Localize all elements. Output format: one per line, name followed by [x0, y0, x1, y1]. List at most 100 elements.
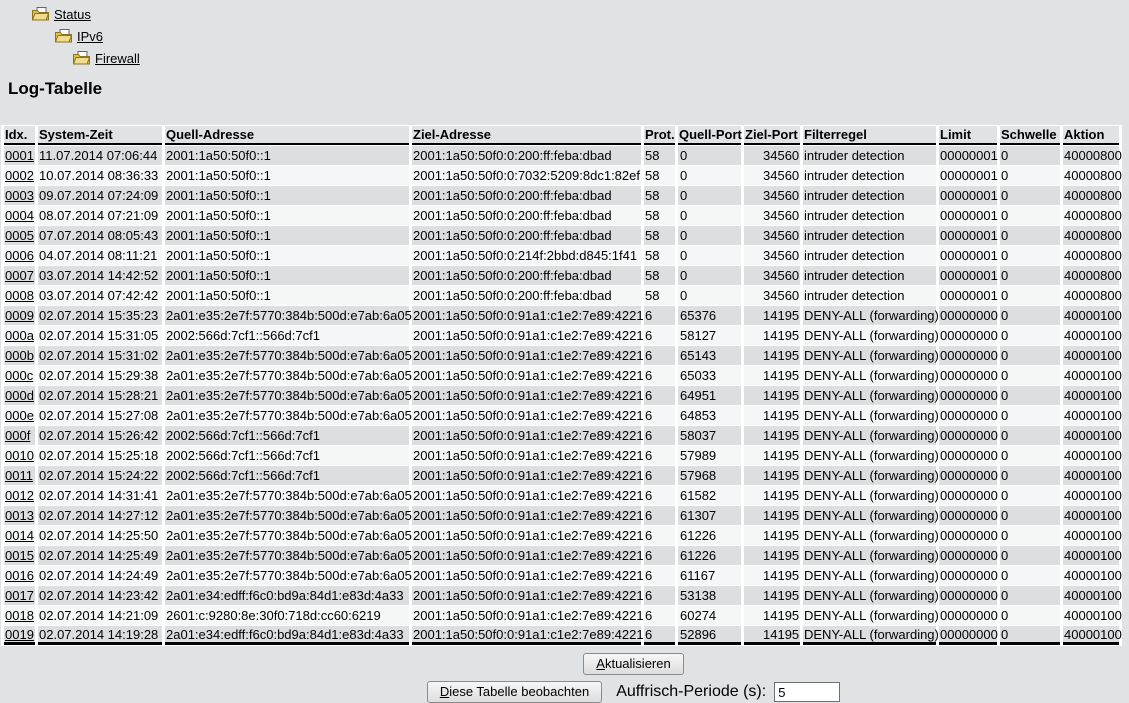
refresh-button[interactable]: Aktualisieren [583, 653, 684, 675]
cell-ziel-adresse: 2001:1a50:50f0:0:200:ff:feba:dbad [412, 186, 641, 205]
row-index-link[interactable]: 000f [5, 428, 31, 443]
cell-prot: 58 [644, 206, 675, 225]
row-index-link[interactable]: 0017 [5, 588, 34, 603]
cell-system-zeit: 02.07.2014 14:19:28 [38, 626, 162, 645]
row-index-link[interactable]: 0018 [5, 608, 34, 623]
cell-prot: 58 [644, 146, 675, 165]
tree-link-firewall[interactable]: Firewall [95, 50, 140, 66]
cell-filterregel: intruder detection [803, 286, 936, 305]
row-index-link[interactable]: 0003 [5, 188, 34, 203]
tree-link-status[interactable]: Status [54, 6, 91, 22]
cell-ziel-port: 14195 [744, 466, 800, 485]
cell-ziel-adresse: 2001:1a50:50f0:0:91a1:c1e2:7e89:4221 [412, 386, 644, 405]
cell-limit: 00000000 [939, 626, 998, 645]
cell-ziel-adresse: 2001:1a50:50f0:0:91a1:c1e2:7e89:4221 [412, 326, 644, 345]
cell-limit: 00000000 [939, 326, 998, 345]
cell-quell-port: 53138 [678, 586, 741, 605]
cell-limit: 00000001 [939, 246, 998, 265]
row-index-link[interactable]: 0009 [5, 308, 34, 323]
cell-ziel-adresse: 2001:1a50:50f0:0:91a1:c1e2:7e89:4221 [412, 446, 644, 465]
cell-ziel-port: 34560 [744, 266, 800, 285]
cell-aktion: 40000100 [1063, 566, 1122, 585]
cell-filterregel: DENY-ALL (forwarding) [803, 426, 939, 445]
cell-idx: 000d [4, 386, 35, 405]
cell-aktion: 40000100 [1063, 406, 1122, 425]
cell-idx: 0003 [4, 186, 35, 205]
cell-quell-port: 58127 [678, 326, 741, 345]
cell-system-zeit: 02.07.2014 14:25:49 [38, 546, 162, 565]
tree-item-status[interactable]: Status [0, 3, 1129, 25]
cell-filterregel: intruder detection [803, 266, 936, 285]
row-index-link[interactable]: 0016 [5, 568, 34, 583]
refresh-row: Aktualisieren [138, 653, 1129, 675]
cell-idx: 0002 [4, 166, 35, 185]
tree-item-firewall[interactable]: Firewall [0, 47, 1129, 69]
cell-quell-port: 60274 [678, 606, 741, 625]
row-index-link[interactable]: 0013 [5, 508, 34, 523]
tree-item-ipv6[interactable]: IPv6 [0, 25, 1129, 47]
row-index-link[interactable]: 0004 [5, 208, 34, 223]
cell-limit: 00000000 [939, 546, 998, 565]
cell-quell-port: 0 [678, 186, 741, 205]
cell-ziel-port: 14195 [744, 606, 800, 625]
cell-ziel-adresse: 2001:1a50:50f0:0:91a1:c1e2:7e89:4221 [412, 306, 644, 325]
row-index-link[interactable]: 0015 [5, 548, 34, 563]
row-index-link[interactable]: 000e [5, 408, 34, 423]
cell-idx: 0009 [4, 306, 35, 325]
cell-ziel-port: 34560 [744, 146, 800, 165]
cell-quell-adresse: 2002:566d:7cf1::566d:7cf1 [165, 426, 409, 445]
table-row: 0004 08.07.2014 07:21:09 2001:1a50:50f0::1… [4, 206, 1122, 225]
cell-quell-port: 65033 [678, 366, 741, 385]
row-index-link[interactable]: 0019 [5, 626, 34, 642]
cell-idx: 000c [4, 366, 35, 385]
cell-ziel-adresse: 2001:1a50:50f0:0:91a1:c1e2:7e89:4221 [412, 606, 644, 625]
cell-prot: 6 [644, 426, 675, 445]
cell-ziel-adresse: 2001:1a50:50f0:0:200:ff:feba:dbad [412, 146, 641, 165]
cell-quell-adresse: 2601:c:9280:8e:30f0:718d:cc60:6219 [165, 606, 409, 625]
cell-system-zeit: 02.07.2014 15:31:02 [38, 346, 162, 365]
col-header-prot: Prot. [644, 126, 675, 145]
refresh-period-input[interactable] [774, 682, 841, 702]
row-index-link[interactable]: 000b [5, 348, 34, 363]
cell-quell-adresse: 2002:566d:7cf1::566d:7cf1 [165, 466, 409, 485]
cell-ziel-adresse: 2001:1a50:50f0:0:91a1:c1e2:7e89:4221 [412, 506, 644, 525]
cell-idx: 0017 [4, 586, 35, 605]
cell-limit: 00000000 [939, 406, 998, 425]
cell-limit: 00000000 [939, 366, 998, 385]
cell-quell-port: 0 [678, 146, 741, 165]
row-index-link[interactable]: 000a [5, 328, 34, 343]
cell-limit: 00000000 [939, 526, 998, 545]
row-index-link[interactable]: 0007 [5, 268, 34, 283]
cell-quell-adresse: 2a01:e35:2e7f:5770:384b:500d:e7ab:6a05 [165, 346, 412, 365]
cell-idx: 0004 [4, 206, 35, 225]
row-index-link[interactable]: 000d [5, 388, 34, 403]
cell-filterregel: intruder detection [803, 186, 936, 205]
table-row: 000a 02.07.2014 15:31:05 2002:566d:7cf1::5… [4, 326, 1122, 345]
cell-filterregel: DENY-ALL (forwarding) [803, 406, 939, 425]
cell-ziel-port: 14195 [744, 346, 800, 365]
cell-ziel-port: 14195 [744, 526, 800, 545]
tree-link-ipv6[interactable]: IPv6 [77, 28, 104, 44]
row-index-link[interactable]: 0006 [5, 248, 34, 263]
row-index-link[interactable]: 0002 [5, 168, 34, 183]
row-index-link[interactable]: 0001 [5, 148, 34, 163]
table-row: 0003 09.07.2014 07:24:09 2001:1a50:50f0::1… [4, 186, 1122, 205]
cell-ziel-port: 14195 [744, 426, 800, 445]
row-index-link[interactable]: 000c [5, 368, 34, 383]
table-row: 0015 02.07.2014 14:25:49 2a01:e35:2e7f:577… [4, 546, 1122, 565]
table-row: 000f 02.07.2014 15:26:42 2002:566d:7cf1::5… [4, 426, 1122, 445]
watch-table-button[interactable]: Diese Tabelle beobachten [426, 681, 603, 703]
cell-schwelle: 0 [1000, 446, 1060, 465]
row-index-link[interactable]: 0012 [5, 488, 34, 503]
cell-prot: 58 [644, 166, 675, 185]
cell-idx: 0015 [4, 546, 35, 565]
row-index-link[interactable]: 0011 [5, 468, 33, 483]
row-index-link[interactable]: 0010 [5, 448, 34, 463]
cell-prot: 6 [644, 446, 675, 465]
cell-aktion: 40000800 [1063, 186, 1122, 205]
table-row: 0001 11.07.2014 07:06:44 2001:1a50:50f0::1… [4, 146, 1122, 165]
row-index-link[interactable]: 0014 [5, 528, 34, 543]
row-index-link[interactable]: 0008 [5, 288, 34, 303]
col-header-quell-adresse: Quell-Adresse [165, 126, 409, 145]
row-index-link[interactable]: 0005 [5, 228, 34, 243]
